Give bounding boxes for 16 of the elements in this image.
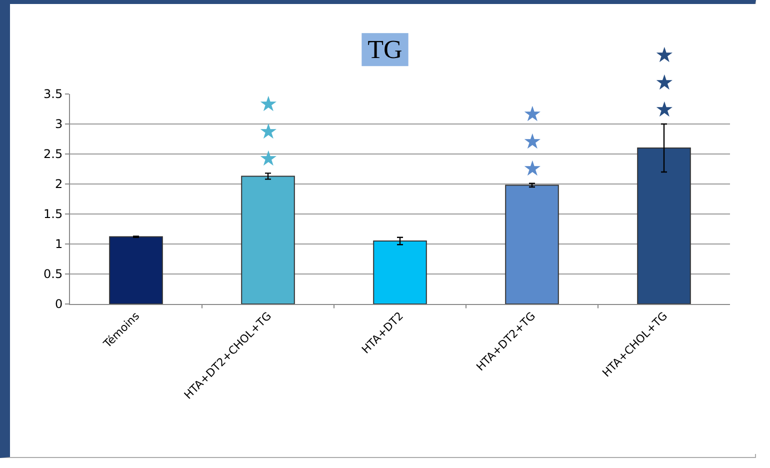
y-tick-label: 1 [54,237,63,252]
chart-title: TG [368,35,402,64]
y-tick-label: 2 [54,177,63,192]
bar [373,240,427,304]
y-tick-label: 2.5 [44,147,63,162]
y-tick-label: 3 [54,117,63,132]
y-tick-label: 0.5 [44,267,63,282]
bar [637,148,691,304]
y-tick-label: 1.5 [44,207,63,222]
bar [109,236,163,304]
annotation: ★★★ [523,100,542,183]
annotation: ★★★ [655,41,674,124]
bar [505,184,559,304]
y-tick-label: 0 [54,297,63,312]
bar [241,176,295,304]
y-tick-label: 3.5 [44,87,63,102]
